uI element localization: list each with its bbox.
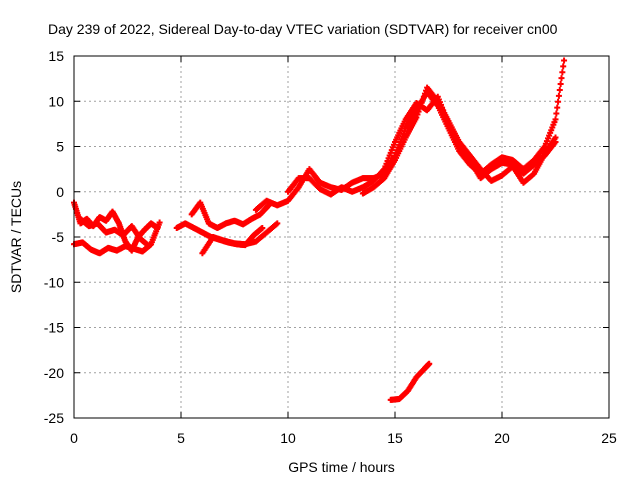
series-track-3 <box>77 215 152 250</box>
y-tick-label: -15 <box>44 320 64 336</box>
data-point <box>145 243 152 250</box>
data-point <box>274 220 281 227</box>
x-tick-label: 20 <box>494 430 510 446</box>
y-tick-label: 10 <box>48 93 64 109</box>
y-tick-label: 5 <box>56 139 64 155</box>
data-point <box>555 92 562 99</box>
grid-lines <box>74 56 609 418</box>
data-point <box>556 86 563 93</box>
y-tick-label: 0 <box>56 184 64 200</box>
y-tick-label: -20 <box>44 365 64 381</box>
data-point <box>426 360 433 367</box>
data-point <box>561 57 568 64</box>
data-point <box>558 75 565 82</box>
x-tick-label: 10 <box>280 430 296 446</box>
data-point <box>560 63 567 70</box>
data-point <box>555 98 562 105</box>
data-point <box>552 116 559 123</box>
data-point <box>156 219 163 226</box>
x-tick-label: 15 <box>387 430 403 446</box>
x-tick-label: 0 <box>70 430 78 446</box>
x-axis-label: GPS time / hours <box>288 459 395 475</box>
y-tick-label: -10 <box>44 274 64 290</box>
y-tick-label: -25 <box>44 410 64 426</box>
data-point <box>259 224 266 231</box>
x-tick-label: 25 <box>601 430 617 446</box>
data-points <box>71 57 568 403</box>
chart-title: Day 239 of 2022, Sidereal Day-to-day VTE… <box>48 21 558 37</box>
data-point <box>552 134 559 141</box>
y-tick-label: -5 <box>52 229 65 245</box>
data-point <box>557 81 564 88</box>
series-track-6 <box>199 220 281 257</box>
data-point <box>554 104 561 111</box>
data-point <box>559 69 566 76</box>
series-track-10 <box>387 360 433 403</box>
series-track-5 <box>188 199 272 231</box>
x-tick-label: 5 <box>177 430 185 446</box>
y-axis-label: SDTVAR / TECUs <box>8 181 24 293</box>
series-track-9 <box>359 84 559 197</box>
data-point <box>553 110 560 117</box>
axis-ticks: 0 5 10 15 20 25 -25 -20 -15 -10 -5 0 5 10 15 <box>44 48 617 446</box>
series-track-2 <box>71 219 163 257</box>
series-track-7 <box>252 57 568 213</box>
y-tick-label: 15 <box>48 48 64 64</box>
